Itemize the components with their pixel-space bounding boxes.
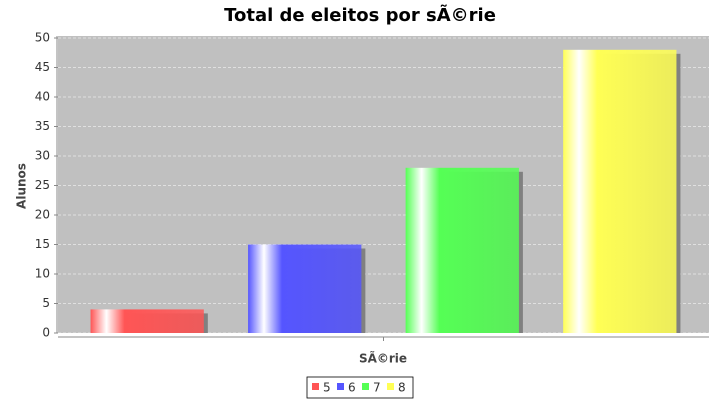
- y-tick-label: 20: [35, 208, 50, 222]
- legend-swatch: [387, 383, 394, 390]
- y-tick-label: 10: [35, 267, 50, 281]
- legend-swatch: [312, 383, 319, 390]
- y-tick-label: 25: [35, 178, 50, 192]
- y-tick-label: 45: [35, 60, 50, 74]
- y-tick-label: 5: [42, 296, 50, 310]
- y-tick-label: 30: [35, 149, 50, 163]
- chart-title: Total de eleitos por sÃ©rie: [224, 3, 496, 26]
- y-tick-label: 35: [35, 119, 50, 133]
- legend-swatch: [362, 383, 369, 390]
- bar: [563, 49, 677, 334]
- y-tick-label: 50: [35, 31, 50, 45]
- y-tick-label: 15: [35, 237, 50, 251]
- bar: [405, 167, 519, 333]
- legend-label: 5: [323, 381, 331, 395]
- bar: [90, 309, 204, 333]
- bar: [248, 244, 362, 333]
- legend-label: 6: [348, 381, 356, 395]
- legend-label: 8: [398, 381, 406, 395]
- legend: [306, 376, 414, 399]
- x-axis-label: SÃ©rie: [359, 351, 407, 366]
- y-tick-label: 0: [42, 326, 50, 340]
- y-tick-label: 40: [35, 90, 50, 104]
- legend-label: 7: [373, 381, 381, 395]
- legend-swatch: [337, 383, 344, 390]
- y-axis-label: Alunos: [15, 163, 29, 209]
